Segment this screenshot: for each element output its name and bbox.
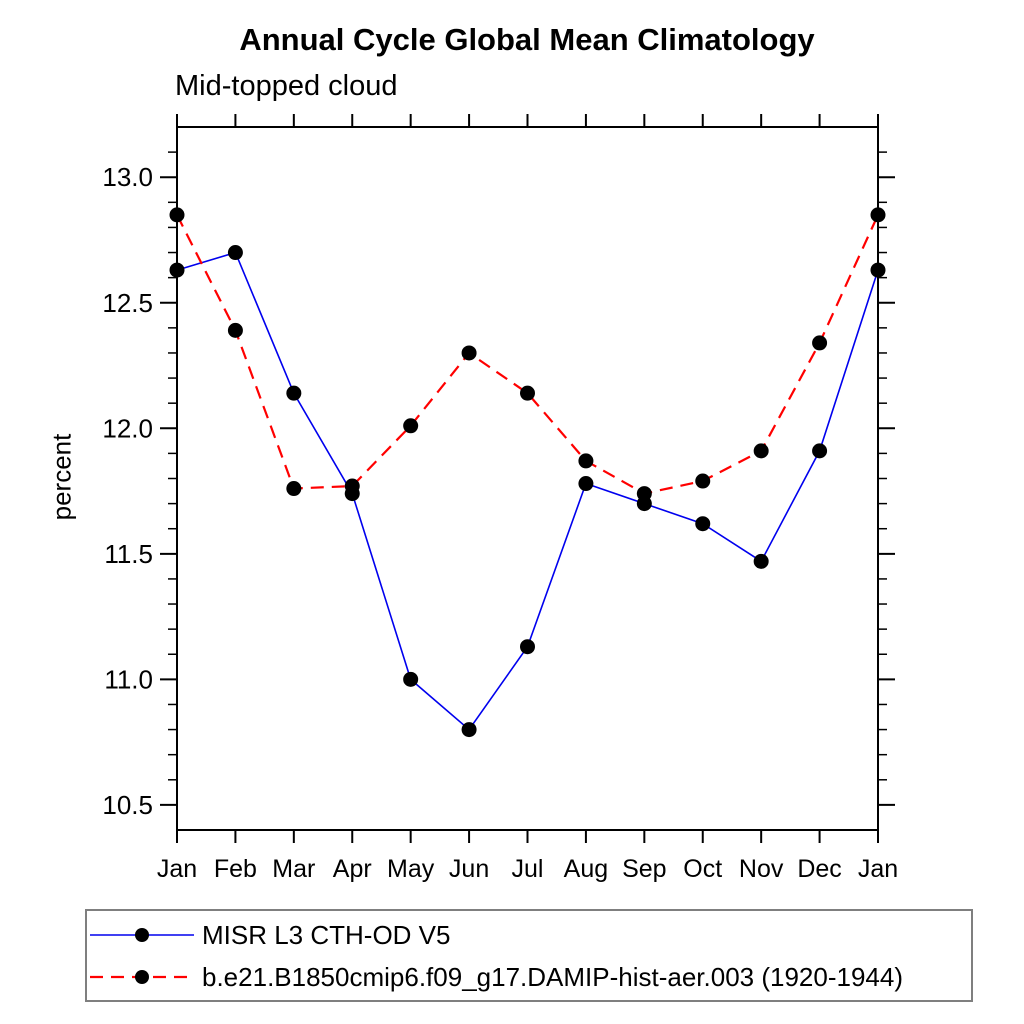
data-point-marker-s0 bbox=[753, 553, 769, 569]
data-point-marker-s0 bbox=[520, 639, 535, 655]
data-point-marker-s1 bbox=[344, 478, 360, 494]
x-tick-label: Jun bbox=[449, 855, 489, 883]
y-tick-label: 12.5 bbox=[102, 288, 153, 318]
legend-sample-solid-line bbox=[90, 928, 194, 942]
y-tick-label: 11.0 bbox=[104, 664, 153, 694]
x-tick-label: Jul bbox=[512, 855, 544, 883]
data-point-marker-s1 bbox=[695, 473, 711, 489]
data-point-marker-s1 bbox=[227, 322, 243, 338]
x-tick-label: Jan bbox=[157, 855, 197, 883]
axis-frame bbox=[176, 126, 879, 831]
data-point-marker-s1 bbox=[286, 481, 302, 497]
x-tick-label: May bbox=[387, 855, 435, 883]
legend-sample-dashed-line bbox=[90, 970, 194, 984]
data-point-marker-s0 bbox=[403, 671, 419, 687]
data-point-marker-s1 bbox=[461, 345, 477, 361]
data-point-marker-s0 bbox=[227, 245, 243, 261]
data-point-marker-s1 bbox=[403, 418, 419, 434]
legend-item-misr: MISR L3 CTH-OD V5 bbox=[87, 914, 971, 956]
data-point-marker-s1 bbox=[812, 335, 828, 351]
y-tick-label: 12.0 bbox=[102, 413, 153, 443]
data-point-marker-s0 bbox=[870, 262, 886, 278]
x-tick-label: Dec bbox=[797, 855, 841, 883]
x-tick-label: Mar bbox=[272, 855, 315, 883]
data-point-marker-s1 bbox=[169, 207, 185, 223]
y-tick-label: 11.5 bbox=[104, 539, 153, 569]
legend-label-misr: MISR L3 CTH-OD V5 bbox=[202, 919, 451, 950]
x-tick-label: Apr bbox=[333, 855, 372, 883]
data-point-marker-s1 bbox=[578, 453, 594, 469]
x-tick-label: Sep bbox=[622, 855, 666, 883]
x-tick-label: Aug bbox=[564, 855, 608, 883]
legend-item-model: b.e21.B1850cmip6.f09_g17.DAMIP-hist-aer.… bbox=[87, 956, 971, 998]
data-point-marker-s1 bbox=[636, 486, 652, 502]
legend-marker-dot bbox=[135, 928, 149, 942]
y-tick-label: 13.0 bbox=[102, 162, 153, 192]
series-line-0 bbox=[176, 251, 879, 731]
y-tick-label: 10.5 bbox=[102, 790, 153, 820]
data-point-marker-s0 bbox=[812, 443, 828, 459]
data-point-marker-s1 bbox=[870, 207, 886, 223]
chart-subtitle: Mid-topped cloud bbox=[175, 70, 398, 102]
x-tick-label: Nov bbox=[739, 855, 784, 883]
data-point-marker-s1 bbox=[753, 443, 769, 459]
data-point-marker-s0 bbox=[286, 385, 302, 401]
legend-marker-dot bbox=[135, 970, 149, 984]
x-tick-label: Jan bbox=[858, 855, 898, 883]
legend-label-model: b.e21.B1850cmip6.f09_g17.DAMIP-hist-aer.… bbox=[202, 961, 903, 992]
x-tick-label: Feb bbox=[214, 855, 257, 883]
data-point-marker-s0 bbox=[461, 722, 477, 738]
data-point-marker-s1 bbox=[520, 385, 535, 401]
data-point-marker-s0 bbox=[578, 476, 594, 492]
chart-title: Annual Cycle Global Mean Climatology bbox=[239, 22, 815, 57]
plot-area: Jan Feb Mar Apr May Jun Jul Aug Sep Oct Nov Dec Jan 1… bbox=[102, 114, 898, 883]
series-line-1 bbox=[176, 214, 880, 495]
data-point-marker-s0 bbox=[169, 262, 185, 278]
legend: MISR L3 CTH-OD V5 b.e21.B1850cmip6.f09_g… bbox=[85, 909, 973, 1002]
x-tick-label: Oct bbox=[683, 855, 722, 883]
data-point-marker-s0 bbox=[695, 516, 711, 532]
